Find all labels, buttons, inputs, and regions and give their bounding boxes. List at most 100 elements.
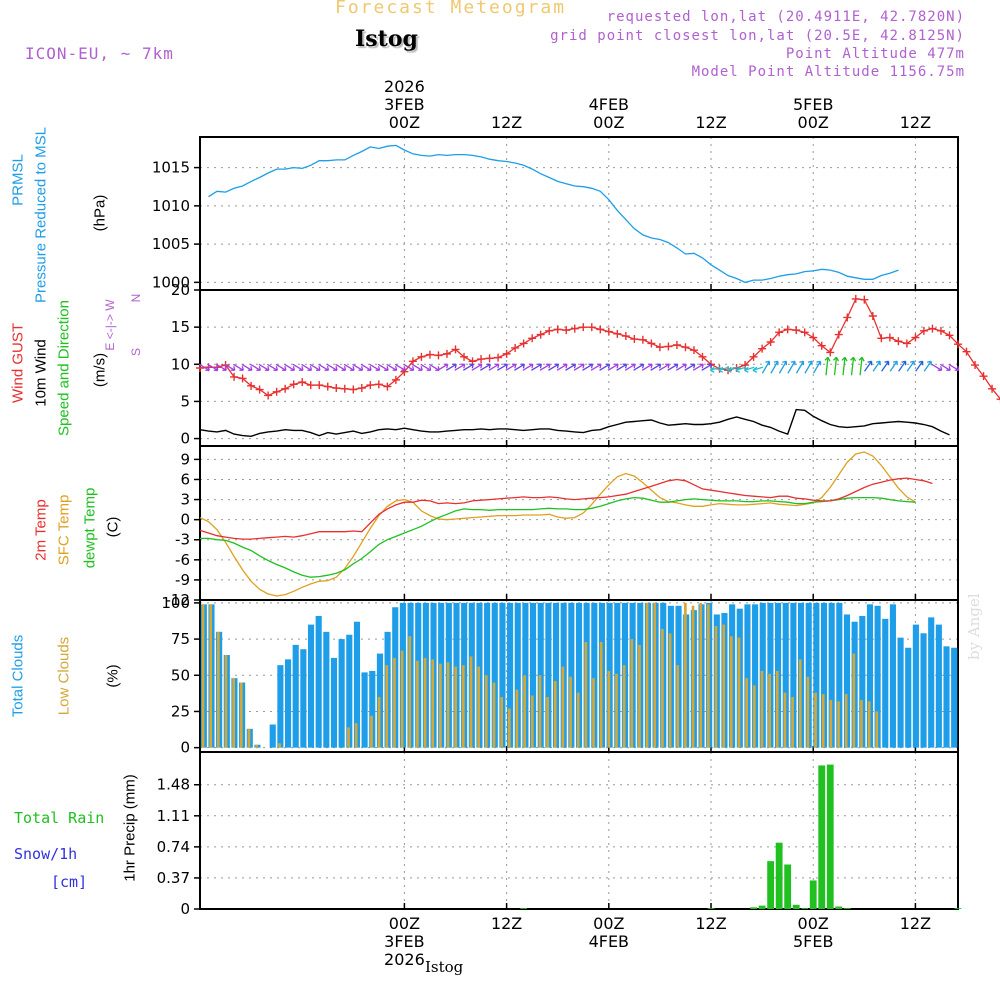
low-cloud-bar [584,641,588,748]
top-time-label: 12Z [900,113,931,132]
y-tick-label: 1000 [152,273,190,291]
wind-direction-arrow [198,363,210,371]
grid-point-location: grid point closest lon,lat (20.5E, 42.81… [550,28,965,44]
low-cloud-bar [844,694,848,748]
total-cloud-bar [529,602,537,748]
wind-direction-arrow [445,363,457,371]
rain-bar [835,906,843,909]
wind-direction-arrow [522,363,534,371]
gust-point [681,343,690,352]
gust-point [792,326,801,335]
low-cloud-bar [691,605,695,748]
gust-point [911,333,920,342]
wind-direction-arrow [824,356,831,376]
wind-direction-arrow [812,360,822,374]
gust-point [936,326,945,335]
wind-direction-arrow [833,356,840,376]
low-cloud-bar [653,602,657,748]
wind-direction-arrow [224,363,236,371]
low-cloud-bar [699,602,703,748]
pressure-label: PRMSL [9,154,27,206]
wind-direction-arrow [641,363,653,371]
total-cloud-bar [338,639,345,748]
low-cloud-bar [232,678,235,748]
total-cloud-bar [300,649,307,748]
low-cloud-bar [837,701,840,748]
dewpoint-label: dewpt Temp [81,487,99,569]
total-cloud-bar [315,615,322,748]
wind-direction-arrow [841,356,848,376]
wind-direction-arrow [556,363,568,371]
low-cloud-bar [607,670,611,748]
requested-location: requested lon,lat (20.4911E, 42.7820N) [606,9,965,25]
low-cloud-bar [798,659,802,748]
low-cloud-bar [492,682,496,748]
sfc-temp-label: SFC Temp [55,494,73,566]
gust-point [894,337,903,346]
wind-direction-arrow [411,363,423,371]
low-cloud-bar [523,675,526,748]
gust-point [298,378,307,387]
wind-direction-arrow [403,363,415,371]
wind-direction-arrow [872,360,881,372]
rain-bar [784,864,792,909]
total-cloud-bar [928,617,935,748]
gust-point [306,381,315,390]
low-cloud-bar [553,681,557,748]
bottom-time-label: 12Z [491,914,522,933]
total-cloud-bar [575,602,583,748]
low-cloud-bar [393,657,396,748]
wind-direction-arrow [292,363,304,371]
total-cloud-bar [752,604,759,748]
low-cloud-bar [752,685,756,748]
gust-point [264,391,273,400]
gust-point [434,351,443,360]
low-cloud-bar [875,711,879,748]
bottom-time-label: 5FEB [793,932,833,951]
compass-s: S [129,347,143,357]
wind-direction-arrow [906,360,915,372]
y-tick-label: -9 [175,571,190,589]
gust-point [826,348,835,357]
total-cloud-bar [805,602,812,748]
low-cloud-bar [538,675,542,748]
bottom-time-label: 12Z [900,914,931,933]
gust-point [332,384,341,393]
gust-point [323,382,332,391]
y-tick-label: 1015 [152,159,190,177]
gust-point [451,345,460,354]
top-time-label: 12Z [695,113,726,132]
gust-point [528,334,537,343]
wind-direction-arrow [915,360,924,372]
low-cloud-bar [638,644,641,748]
gust-point [281,384,290,393]
total-cloud-bar [828,602,835,748]
total-cloud-bar [866,604,874,748]
total-cloud-bar [330,657,338,748]
low-cloud-bar [515,689,519,748]
y-tick-label: 1.11 [157,807,190,825]
bottom-time-label: 2026 [384,950,425,969]
gust-point [817,341,826,350]
total-cloud-bar [323,631,330,748]
total-cloud-bar [545,602,552,748]
wind-direction-arrow [275,363,287,371]
wind-direction-arrow [804,360,813,374]
low-cloud-bar [615,673,618,748]
low-cloud-bar [867,701,871,748]
low-cloud-bar [431,659,435,748]
wind-direction-arrow [599,363,611,371]
total-cloud-bar [935,624,942,748]
wind-direction-arrow [360,363,372,371]
low-cloud-bar [791,696,794,748]
low-cloud-bar [714,626,718,748]
low-cloud-bar [569,676,572,748]
gust-point [928,324,937,333]
wind-direction-arrow [752,366,764,373]
top-time-label: 00Z [593,113,624,132]
wind-direction-arrow [931,363,943,371]
total-cloud-bar [284,659,292,748]
gust-point [834,330,843,339]
low-cloud-bar [507,708,511,748]
top-time-label: 00Z [798,113,829,132]
